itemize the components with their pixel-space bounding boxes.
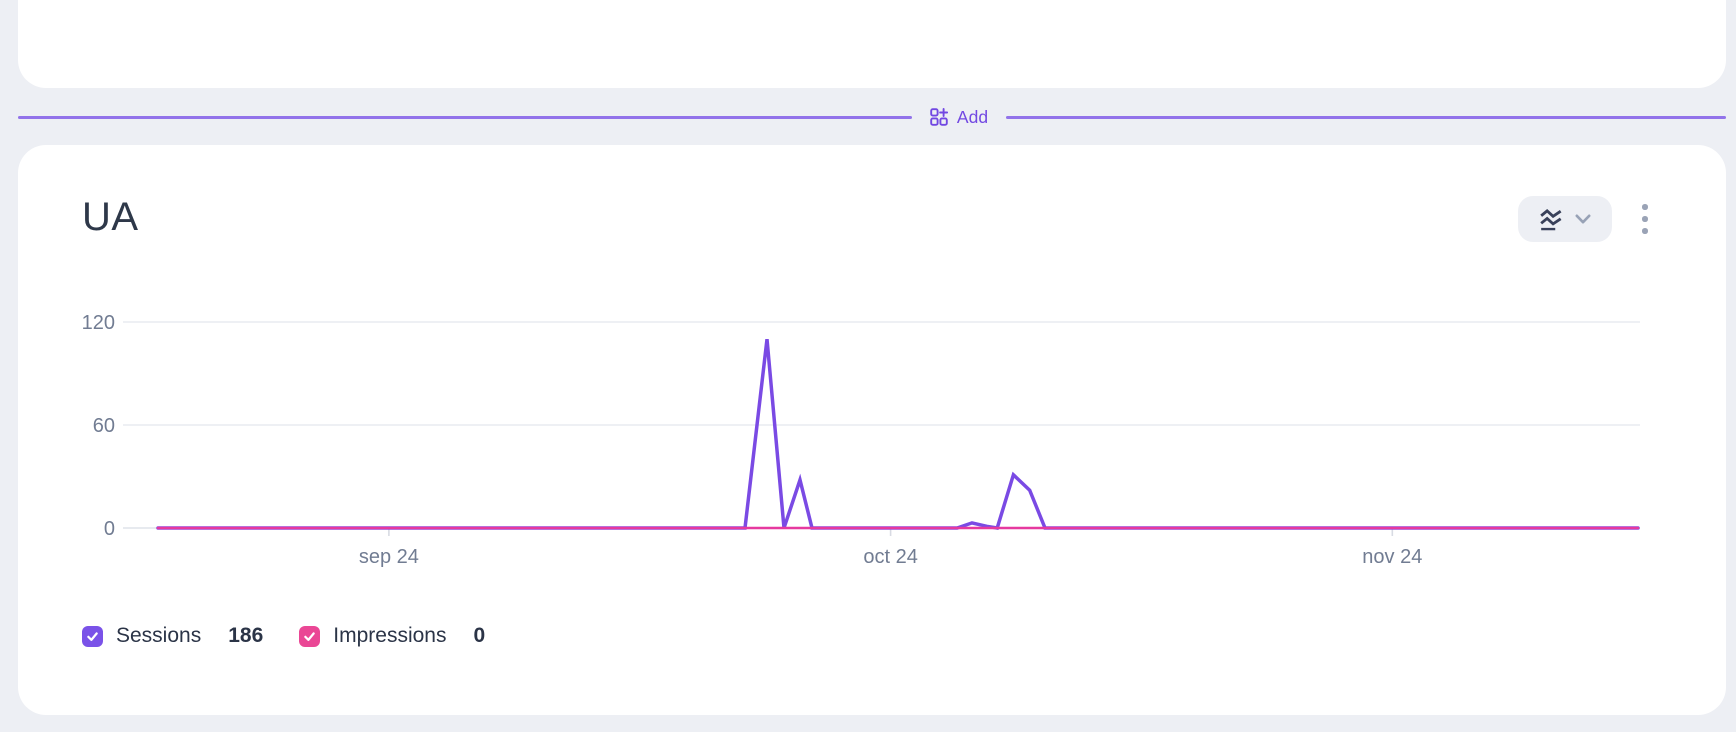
- top-card: [18, 0, 1726, 88]
- y-axis-label: 0: [104, 518, 115, 540]
- kebab-dot: [1642, 228, 1648, 234]
- legend-value: 186: [228, 624, 264, 647]
- kebab-dot: [1642, 216, 1648, 222]
- kebab-menu-button[interactable]: [1630, 198, 1660, 240]
- legend-item-sessions: Sessions 186: [82, 622, 263, 650]
- check-icon: [87, 631, 98, 641]
- y-axis-label: 120: [82, 312, 115, 334]
- add-label: Add: [956, 106, 989, 127]
- x-axis-label: oct 24: [863, 546, 917, 568]
- card-title: UA: [82, 195, 139, 239]
- widget-add-icon: [930, 108, 948, 126]
- legend-item-impressions: Impressions 0: [299, 622, 485, 650]
- series-line-sessions: [156, 338, 1640, 530]
- chart-type-button[interactable]: [1518, 196, 1612, 242]
- add-divider-line-left: [18, 116, 912, 119]
- legend-label: Sessions: [116, 624, 202, 647]
- chart-legend: Sessions 186 Impressions 0: [82, 622, 485, 650]
- x-axis-label: sep 24: [359, 546, 419, 568]
- kebab-dot: [1642, 204, 1648, 210]
- x-axis-label: nov 24: [1362, 546, 1422, 568]
- ua-chart-card: UA 0 60 120 sep 24 oct 24 nov 24 Sessions 186 I…: [18, 145, 1726, 715]
- chevron-down-icon: [1575, 214, 1591, 225]
- check-icon: [304, 631, 316, 641]
- y-axis-label: 60: [93, 415, 115, 437]
- add-divider-line-right: [1006, 116, 1726, 119]
- legend-checkbox-sessions[interactable]: [82, 625, 103, 647]
- chart-svg: 0 60 120 sep 24 oct 24 nov 24: [82, 312, 1640, 568]
- legend-label: Impressions: [333, 624, 447, 647]
- legend-checkbox-impressions[interactable]: [299, 625, 321, 647]
- stacked-waves-icon: [1539, 207, 1565, 231]
- legend-value: 0: [473, 624, 486, 647]
- add-widget-button[interactable]: Add: [912, 103, 1006, 131]
